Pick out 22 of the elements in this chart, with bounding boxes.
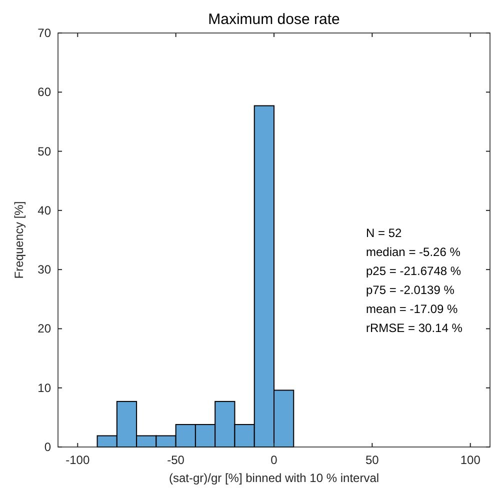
annotation: N = 52 <box>366 226 402 240</box>
annotation: p25 = -21.6748 % <box>366 264 462 278</box>
annotation: mean = -17.09 % <box>366 302 458 316</box>
x-tick-label: 100 <box>460 453 481 467</box>
y-tick-label: 30 <box>38 262 52 277</box>
x-tick-label: -50 <box>167 453 185 467</box>
y-axis-title: Frequency [%] <box>12 201 26 279</box>
x-tick-label: 50 <box>366 453 380 467</box>
x-tick-label: 0 <box>270 453 278 467</box>
y-tick-label: 0 <box>44 440 52 454</box>
x-axis-title: (sat-gr)/gr [%] binned with 10 % interval <box>168 471 380 485</box>
y-tick-label: 70 <box>38 26 52 40</box>
annotation: rRMSE = 30.14 % <box>366 321 463 335</box>
chart-title: Maximum dose rate <box>208 11 340 28</box>
annotation: median = -5.26 % <box>366 245 461 259</box>
y-tick-label: 10 <box>38 380 52 395</box>
y-tick-label: 20 <box>38 322 52 336</box>
y-tick-label: 60 <box>38 85 52 100</box>
y-tick-label: 40 <box>38 203 52 218</box>
y-tick-label: 50 <box>38 144 52 158</box>
annotation: p75 = -2.0139 % <box>366 283 455 297</box>
x-tick-label: -100 <box>66 453 90 467</box>
